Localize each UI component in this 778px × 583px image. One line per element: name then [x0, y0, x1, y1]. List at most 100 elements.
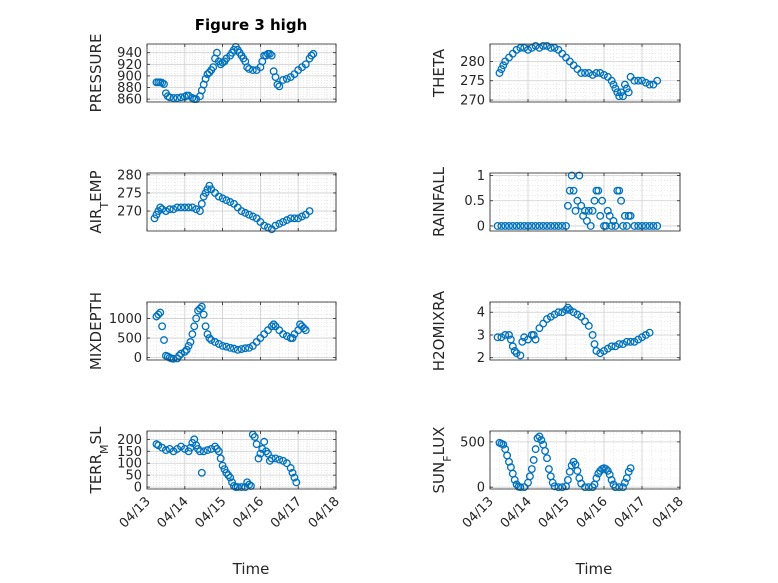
- data-point: [617, 196, 626, 205]
- y-tick-label: 0: [134, 481, 142, 496]
- y-axis-label-main: MIXDEPTH: [87, 292, 105, 370]
- data-point: [301, 326, 310, 335]
- data-point: [282, 459, 291, 468]
- x-axis-label-right: Time: [575, 560, 613, 578]
- data-point: [615, 483, 624, 492]
- y-axis-label-main: H2OMIXRA: [430, 290, 448, 371]
- data-point: [260, 437, 269, 446]
- data-point: [160, 80, 168, 88]
- data-point: [596, 211, 605, 220]
- data-point: [218, 194, 227, 203]
- y-axis-label-sun_flux: SUNFLUX: [430, 427, 454, 494]
- data-point: [177, 349, 185, 358]
- data-point: [156, 308, 165, 317]
- axis-box: [146, 430, 337, 490]
- y-tick-label: 940: [117, 46, 142, 61]
- y-tick-label: 500: [117, 332, 142, 347]
- data-point: [197, 468, 206, 477]
- data-point: [286, 214, 295, 223]
- y-axis-label-main: RAINFALL: [430, 166, 448, 237]
- data-point: [226, 198, 235, 206]
- data-point: [188, 330, 197, 339]
- data-point: [529, 456, 538, 464]
- y-axis-label-air_temp: AIRTEMP: [87, 170, 111, 233]
- data-point: [535, 324, 544, 333]
- data-point: [607, 222, 616, 230]
- data-point: [250, 433, 259, 441]
- data-point: [592, 474, 601, 483]
- data-point: [158, 205, 167, 214]
- data-point: [554, 222, 563, 230]
- data-point: [510, 475, 519, 484]
- data-point: [279, 76, 288, 84]
- y-axis-label-main: AIR: [87, 209, 105, 234]
- data-point: [267, 322, 276, 331]
- data-point: [516, 43, 525, 52]
- data-point: [260, 221, 269, 230]
- data-point: [535, 43, 544, 52]
- data-point: [286, 464, 295, 472]
- data-point: [622, 337, 631, 346]
- data-point: [594, 186, 603, 195]
- y-axis-label-mixdepth: MIXDEPTH: [87, 292, 105, 370]
- data-point: [550, 222, 559, 230]
- data-point: [499, 61, 508, 70]
- data-point: [510, 346, 519, 355]
- data-point: [653, 222, 662, 230]
- y-axis-label-tail: SL: [87, 426, 105, 445]
- axis-box: [489, 43, 681, 103]
- data-point: [531, 41, 540, 50]
- data-point: [603, 206, 612, 215]
- data-point: [620, 478, 629, 487]
- data-point: [299, 324, 308, 333]
- data-point: [501, 331, 510, 339]
- plot-area: [490, 173, 680, 231]
- data-point: [598, 196, 607, 205]
- data-point: [275, 219, 284, 228]
- data-point: [569, 186, 578, 195]
- data-point: [506, 335, 515, 344]
- data-point: [607, 475, 616, 484]
- data-point: [271, 454, 280, 463]
- axes-mixdepth: 0 500 1000 MIXDEPTH: [87, 292, 337, 370]
- figure-title: Figure 3 high: [195, 16, 308, 34]
- data-point: [586, 222, 595, 230]
- data-point: [619, 92, 627, 101]
- data-point: [524, 335, 532, 344]
- data-point: [565, 186, 574, 195]
- data-point: [184, 203, 193, 212]
- data-point: [218, 341, 227, 350]
- data-point: [233, 483, 242, 492]
- data-point: [252, 440, 261, 449]
- data-point: [205, 68, 214, 77]
- data-point: [188, 203, 197, 212]
- data-point: [653, 76, 662, 85]
- data-point: [537, 436, 546, 445]
- data-point: [554, 308, 563, 317]
- y-tick-label: 150: [117, 445, 142, 460]
- data-point: [508, 342, 517, 351]
- data-point: [267, 454, 276, 463]
- axes-rainfall: 0 0.5 1 RAINFALL: [430, 166, 681, 237]
- y-tick-label: 860: [117, 93, 142, 108]
- data-point: [520, 222, 529, 230]
- data-point: [237, 483, 246, 492]
- data-point: [505, 222, 513, 230]
- y-tick-label: 270: [117, 205, 142, 220]
- y-tick-label: 275: [460, 74, 485, 89]
- data-point: [527, 43, 536, 52]
- data-point: [169, 93, 178, 102]
- data-point: [590, 196, 599, 205]
- data-point: [245, 210, 254, 219]
- data-point: [226, 473, 235, 482]
- data-point: [562, 306, 570, 314]
- data-point: [237, 207, 246, 216]
- data-point: [581, 317, 589, 326]
- data-point: [186, 338, 195, 346]
- y-axis-label-main: TERR: [87, 454, 105, 495]
- data-point: [600, 70, 608, 79]
- data-point: [571, 206, 580, 215]
- data-point: [584, 69, 593, 77]
